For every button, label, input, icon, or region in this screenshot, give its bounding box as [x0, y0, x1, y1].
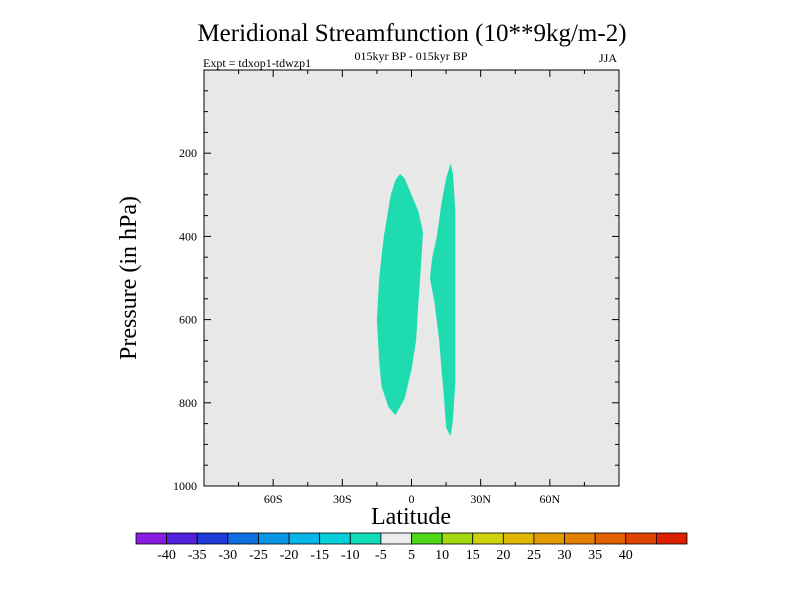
- colorbar-label: 25: [527, 548, 541, 563]
- x-tick-label: 60N: [539, 492, 560, 506]
- contour-region-cell-north: [429, 163, 456, 437]
- colorbar-swatch: [196, 532, 229, 545]
- colorbar-label: 5: [408, 548, 415, 563]
- colorbar-swatch: [564, 532, 596, 545]
- x-tick-label: 60S: [264, 492, 283, 506]
- colorbar-label: 20: [496, 548, 510, 563]
- y-tick-label: 400: [179, 229, 197, 243]
- contour-region-cell-south: [376, 174, 423, 416]
- y-axis-label: Pressure (in hPa): [116, 196, 142, 360]
- colorbar-swatch: [319, 532, 351, 545]
- colorbar-swatch: [533, 532, 565, 545]
- y-tick-label: 600: [179, 313, 197, 327]
- chart-subtitle: 015kyr BP - 015kyr BP: [355, 49, 468, 63]
- chart-title: Meridional Streamfunction (10**9kg/m-2): [197, 20, 626, 47]
- y-tick-label: 800: [179, 396, 197, 410]
- colorbar-swatch: [135, 532, 168, 545]
- colorbar-swatch: [258, 532, 290, 545]
- x-tick-label: 30S: [333, 492, 352, 506]
- colorbar-swatch: [166, 532, 198, 545]
- colorbar-label: -35: [188, 548, 207, 563]
- season-label: JJA: [599, 51, 617, 65]
- x-tick-label: 30N: [470, 492, 491, 506]
- colorbar-label: 40: [619, 548, 633, 563]
- colorbar-swatch: [625, 532, 657, 545]
- colorbar-swatch: [288, 532, 321, 545]
- colorbar-label: -30: [218, 548, 237, 563]
- y-tick-label: 200: [179, 146, 197, 160]
- colorbar-label: 15: [466, 548, 480, 563]
- colorbar-swatch: [594, 532, 627, 545]
- colorbar-label: -40: [157, 548, 176, 563]
- colorbar-swatch: [349, 532, 382, 545]
- y-tick-label: 1000: [173, 479, 197, 493]
- colorbar-label: -10: [341, 548, 360, 563]
- colorbar-label: -15: [310, 548, 329, 563]
- colorbar-label: 30: [558, 548, 572, 563]
- colorbar-label: 35: [588, 548, 602, 563]
- colorbar-label: -5: [375, 548, 387, 563]
- colorbar-label: -20: [280, 548, 299, 563]
- colorbar-swatch: [655, 532, 688, 545]
- colorbar-label: 10: [435, 548, 449, 563]
- colorbar-swatch: [227, 532, 259, 545]
- colorbar-swatch: [502, 532, 535, 545]
- colorbar-swatch: [380, 532, 412, 545]
- x-axis-label: Latitude: [371, 504, 451, 530]
- experiment-label: Expt = tdxop1-tdwzp1: [203, 56, 311, 70]
- colorbar: -40 -35 -30 -25 -20 -15 -10 -5 5 10 15 20 25 30 35 40: [135, 532, 688, 563]
- x-tick-label: 0: [409, 492, 415, 506]
- colorbar-swatch: [441, 532, 474, 545]
- colorbar-swatch: [472, 532, 504, 545]
- colorbar-swatch: [411, 532, 443, 545]
- colorbar-label: -25: [249, 548, 268, 563]
